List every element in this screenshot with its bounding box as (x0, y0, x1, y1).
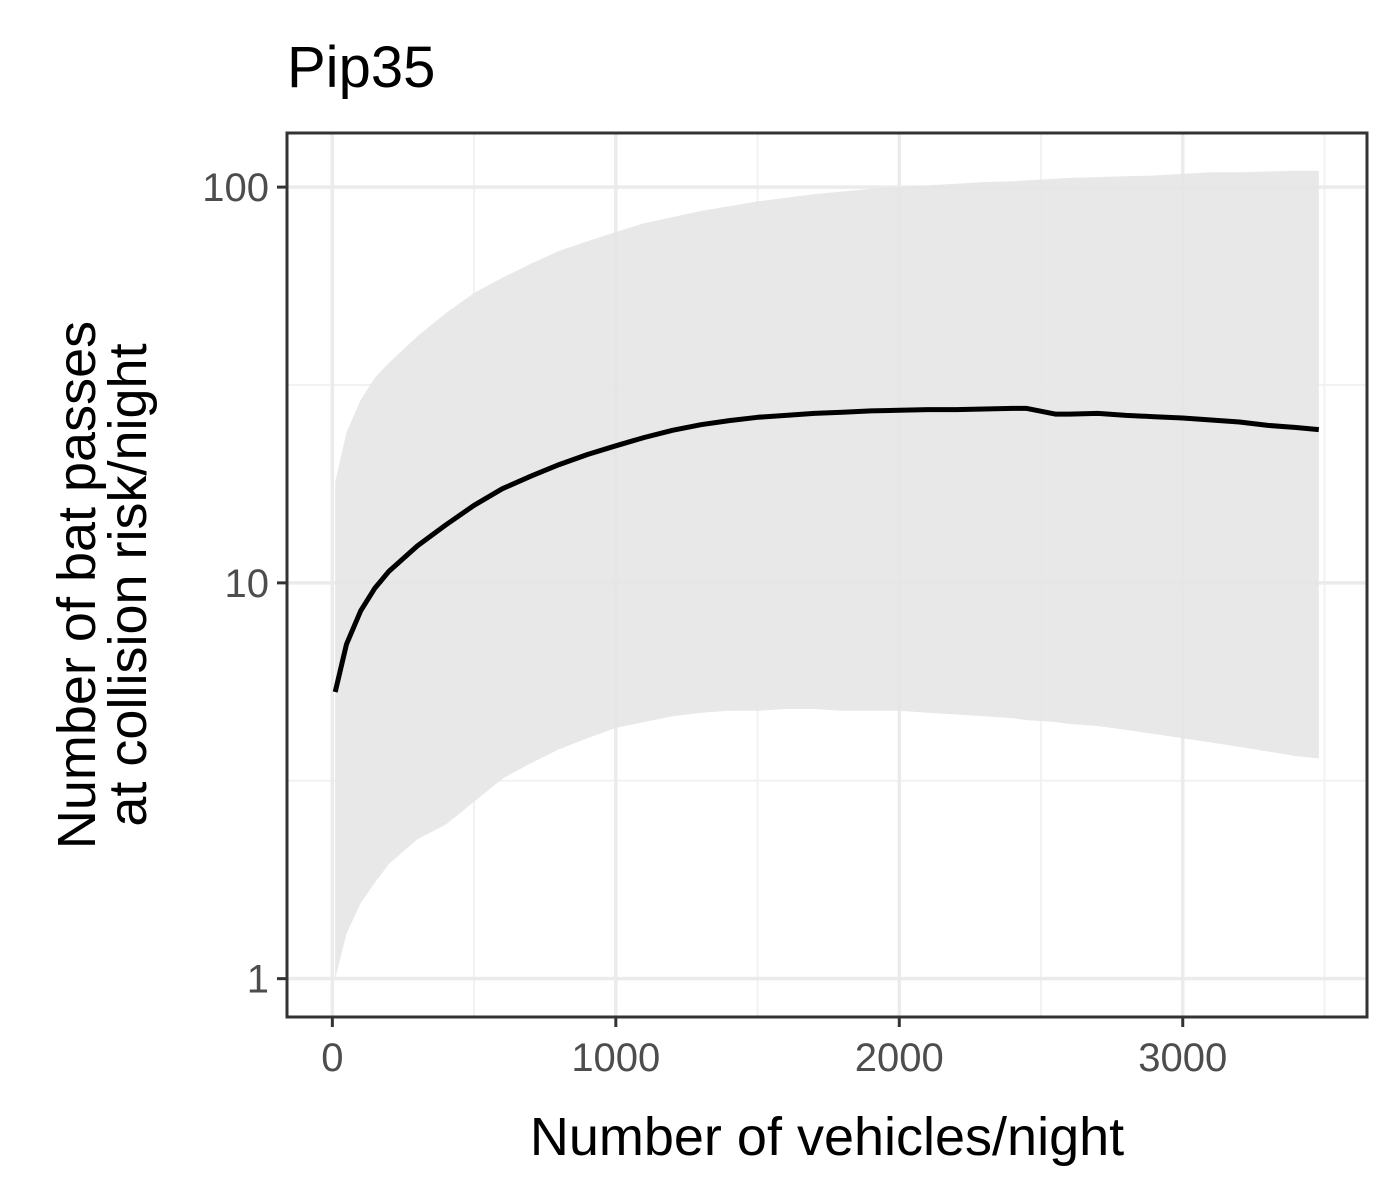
x-tick-label: 0 (321, 1036, 343, 1080)
y-tick-label: 100 (202, 166, 269, 210)
x-axis-title: Number of vehicles/night (530, 1107, 1124, 1167)
y-axis-title-line1: Number of bat passes (47, 321, 107, 849)
y-axis-ticks: 1 10 100 (202, 166, 287, 1002)
plot-panel (285, 131, 1369, 1019)
fitted-line (332, 405, 1320, 693)
y-axis-title-line2: at collision risk/night (98, 343, 158, 826)
x-tick-label: 2000 (855, 1036, 944, 1080)
confidence-band (335, 170, 1319, 979)
y-axis-title: Number of bat passes at collision risk/n… (47, 321, 158, 849)
chart-title: Pip35 (287, 35, 435, 100)
y-tick-label: 1 (247, 958, 269, 1002)
x-tick-label: 3000 (1138, 1036, 1227, 1080)
x-tick-label: 1000 (571, 1036, 660, 1080)
x-axis-ticks: 0 1000 2000 3000 (321, 1017, 1227, 1080)
y-tick-label: 10 (225, 562, 270, 606)
